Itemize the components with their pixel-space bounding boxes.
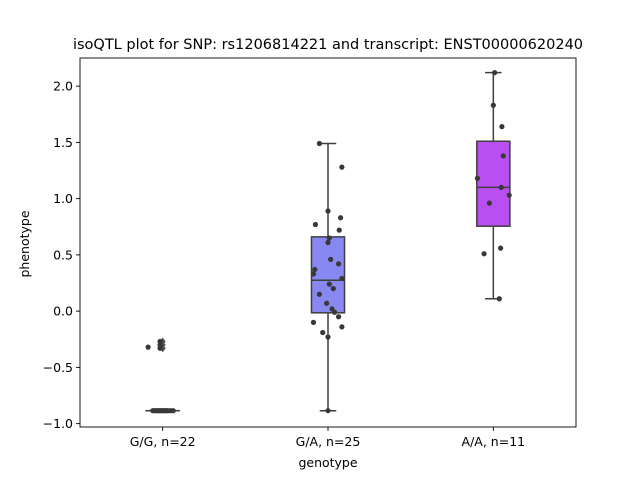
data-point	[335, 261, 342, 267]
data-point	[496, 296, 502, 302]
data-point	[339, 275, 345, 282]
data-point	[328, 256, 334, 262]
data-point	[481, 251, 487, 257]
data-point	[324, 300, 330, 306]
data-point	[339, 164, 345, 170]
x-axis-label: genotype	[298, 455, 357, 470]
data-point	[498, 184, 504, 190]
data-point	[164, 408, 170, 414]
data-point	[498, 245, 504, 251]
data-point	[325, 334, 331, 340]
x-tick-label: G/G, n=22	[130, 434, 196, 449]
data-point	[316, 291, 323, 297]
data-point	[310, 319, 317, 325]
y-tick-label: 2.0	[53, 79, 73, 94]
data-point	[325, 208, 331, 214]
data-point	[330, 286, 336, 292]
y-tick-label: −1.0	[43, 416, 73, 431]
x-tick-label: A/A, n=11	[462, 434, 526, 449]
data-point	[326, 235, 332, 241]
data-point	[312, 221, 319, 228]
data-point	[474, 175, 481, 181]
y-axis: −1.0 −0.5 0.0 0.5 1.0 1.5 2.0	[43, 79, 80, 431]
box-group	[474, 70, 512, 302]
y-tick-label: 0.5	[53, 247, 73, 262]
x-tick-label: G/A, n=25	[296, 434, 361, 449]
data-point	[335, 314, 342, 320]
box-group	[310, 140, 346, 414]
data-point	[145, 344, 151, 350]
y-tick-label: −0.5	[43, 360, 73, 375]
chart-title: isoQTL plot for SNP: rs1206814221 and tr…	[73, 37, 583, 53]
data-point	[337, 215, 344, 221]
y-tick-label: 1.5	[53, 135, 73, 150]
data-point	[316, 140, 323, 147]
data-point	[492, 70, 498, 76]
y-tick-label: 1.0	[53, 191, 73, 206]
data-point	[157, 345, 163, 351]
data-point	[332, 309, 338, 315]
x-axis: G/G, n=22 G/A, n=25 A/A, n=11	[130, 427, 525, 449]
data-point	[336, 227, 342, 233]
y-axis-label: phenotype	[17, 210, 32, 277]
data-point	[499, 124, 505, 130]
data-point	[325, 239, 331, 246]
data-point	[310, 271, 317, 277]
data-point	[170, 408, 176, 414]
box-group	[145, 337, 180, 414]
data-point	[490, 102, 496, 108]
data-point	[320, 329, 326, 336]
data-point	[326, 281, 332, 287]
data-point	[486, 200, 492, 206]
plot-area	[79, 57, 577, 428]
data-point	[312, 266, 318, 273]
data-point	[500, 153, 506, 159]
data-point	[325, 408, 331, 414]
data-point	[506, 192, 512, 198]
y-tick-label: 0.0	[53, 304, 73, 319]
data-point	[339, 324, 345, 330]
